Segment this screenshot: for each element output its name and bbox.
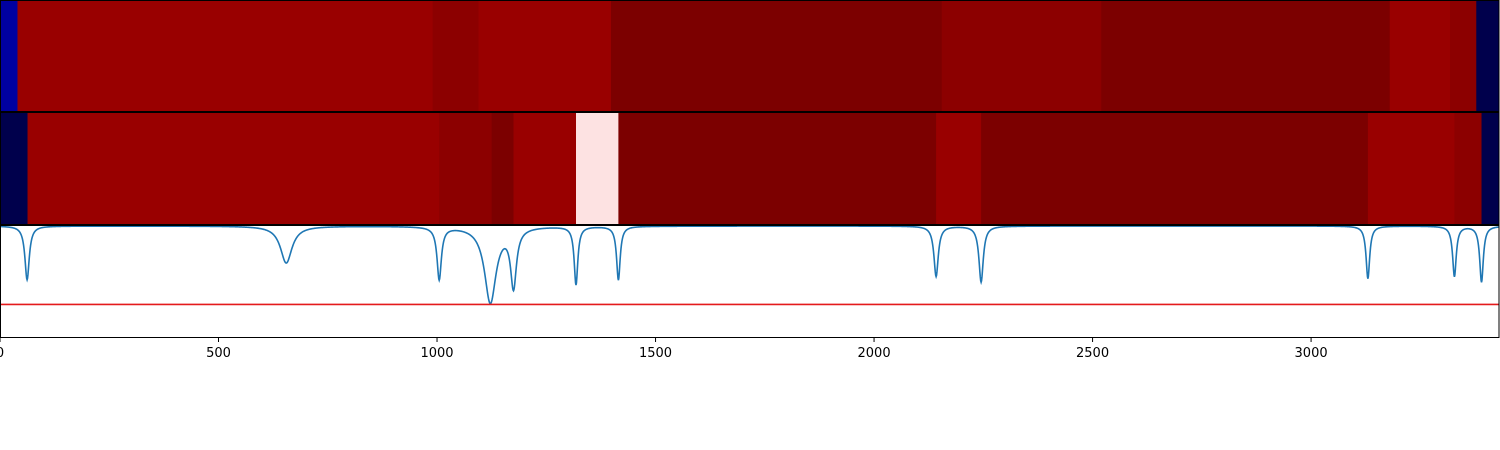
x-axis: 0 500 1000 1500 2000 2500 3000 bbox=[0, 338, 1328, 361]
x-tick-label-2000: 2000 bbox=[858, 346, 891, 361]
row-2-cell-7 bbox=[936, 113, 982, 225]
row-2-cell-11 bbox=[1481, 113, 1500, 225]
axes-frame-2 bbox=[0, 112, 1500, 225]
row-1-cell-0 bbox=[0, 1, 18, 112]
row-2-cell-5 bbox=[576, 113, 619, 225]
x-tick-label-2500: 2500 bbox=[1076, 346, 1109, 361]
row-2-cell-1 bbox=[27, 113, 440, 225]
row-1-cell-9 bbox=[1476, 1, 1500, 112]
row-1-cell-1 bbox=[17, 1, 434, 112]
row-1-cell-4 bbox=[610, 1, 943, 112]
row-2-cell-0 bbox=[0, 113, 29, 225]
heatmap-row-1 bbox=[0, 1, 1500, 112]
x-tick-label-0: 0 bbox=[0, 346, 4, 361]
spectrum-panel bbox=[0, 225, 1500, 338]
row-1-cell-2 bbox=[432, 1, 480, 112]
row-2-cell-9 bbox=[1367, 113, 1455, 225]
row-1-cell-7 bbox=[1389, 1, 1451, 112]
heatmap-row-2 bbox=[0, 113, 1500, 225]
axes-frame-1 bbox=[0, 0, 1500, 112]
axes-frame-3 bbox=[0, 225, 1500, 338]
row-2-cell-2 bbox=[439, 113, 493, 225]
row-1-cell-3 bbox=[478, 1, 612, 112]
x-tick-label-1500: 1500 bbox=[639, 346, 672, 361]
x-tick-label-500: 500 bbox=[206, 346, 231, 361]
spectrum-line bbox=[0, 225, 1500, 305]
x-tick-label-3000: 3000 bbox=[1295, 346, 1328, 361]
row-1-cell-5 bbox=[941, 1, 1102, 112]
row-1-cell-8 bbox=[1450, 1, 1477, 112]
axes-frames bbox=[0, 0, 1500, 338]
row-2-cell-10 bbox=[1454, 113, 1483, 225]
row-2-cell-6 bbox=[618, 113, 937, 225]
row-2-cell-4 bbox=[513, 113, 577, 225]
x-tick-label-1000: 1000 bbox=[420, 346, 453, 361]
row-2-cell-8 bbox=[981, 113, 1369, 225]
row-2-cell-3 bbox=[491, 113, 515, 225]
spectrum-background bbox=[0, 226, 1499, 338]
row-1-cell-6 bbox=[1101, 1, 1391, 112]
